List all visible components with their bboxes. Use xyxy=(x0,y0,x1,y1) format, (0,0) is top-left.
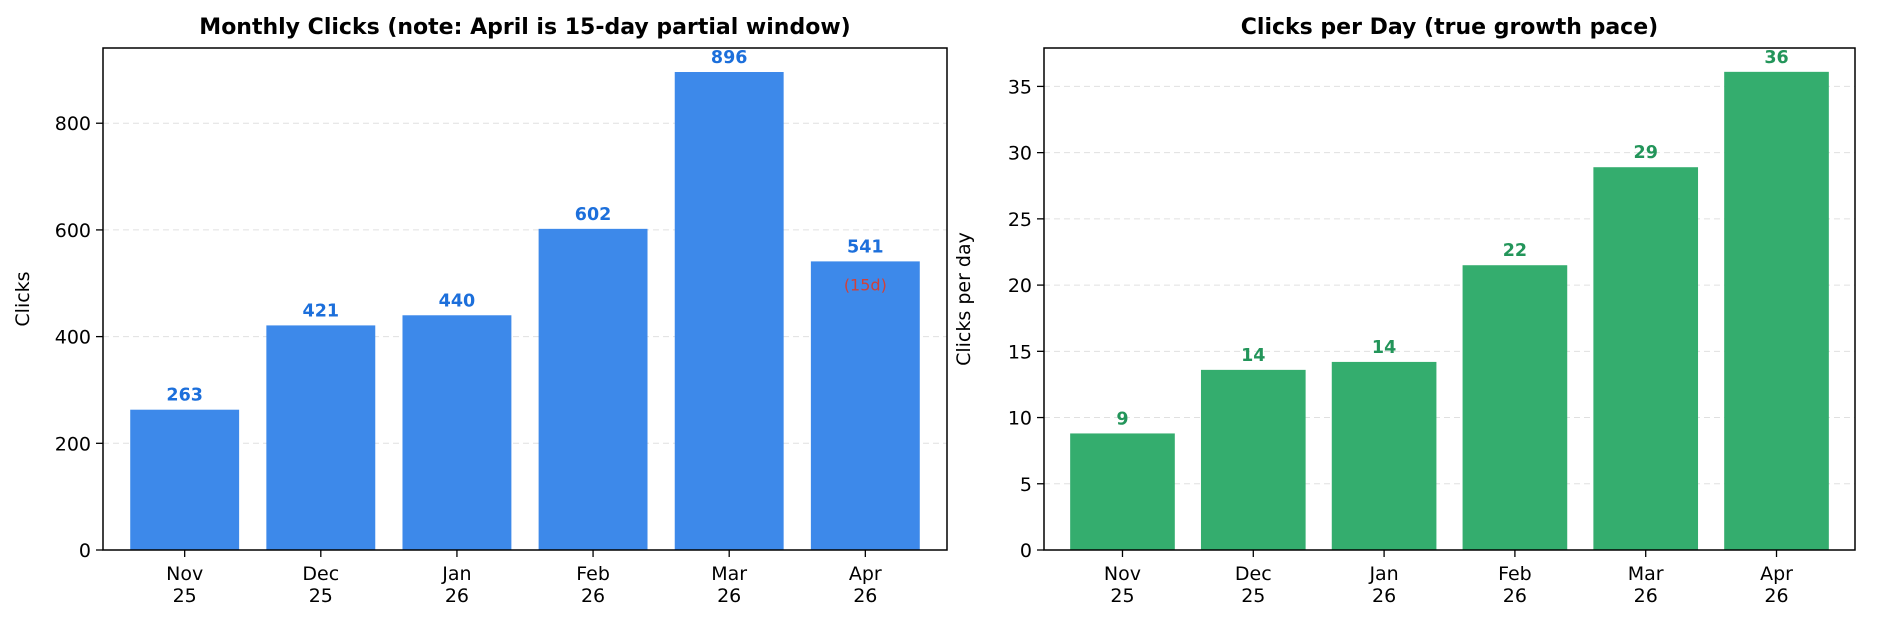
y-tick-label: 25 xyxy=(1008,209,1032,231)
chart-title: Monthly Clicks (note: April is 15-day pa… xyxy=(199,15,850,40)
bar-value-label: 36 xyxy=(1764,48,1788,68)
y-tick-label: 400 xyxy=(55,327,91,349)
x-tick-label: Mar 26 xyxy=(711,563,747,607)
bar-value-label: 9 xyxy=(1116,409,1128,429)
y-axis-label: Clicks xyxy=(12,271,34,326)
x-tick-label: Apr 26 xyxy=(1760,563,1793,607)
bar-value-label: 263 xyxy=(166,386,203,406)
bar-value-label: 14 xyxy=(1241,346,1265,366)
x-tick-label: Feb 26 xyxy=(576,563,610,607)
x-tick-label: Mar 26 xyxy=(1628,563,1664,607)
bar xyxy=(266,325,376,550)
bar-annotation: (15d) xyxy=(844,275,887,294)
data-labels: 263 421 440 602 896 541 (15d) xyxy=(166,48,886,406)
bar-value-label: 29 xyxy=(1634,143,1658,163)
bar-value-label: 440 xyxy=(439,291,476,311)
y-tick-label: 35 xyxy=(1008,76,1032,98)
bars xyxy=(1070,71,1829,551)
bar xyxy=(1593,167,1699,551)
y-axis-label: Clicks per day xyxy=(953,232,975,366)
y-tick-label: 10 xyxy=(1008,408,1032,430)
bar xyxy=(1724,71,1829,551)
x-tick-label: Nov 25 xyxy=(166,563,203,607)
bar-value-label: 602 xyxy=(575,205,612,225)
y-tick-label: 20 xyxy=(1008,275,1032,297)
chart-title: Clicks per Day (true growth pace) xyxy=(1241,15,1658,40)
bar xyxy=(674,72,784,550)
y-tick-label: 0 xyxy=(79,540,91,562)
bar xyxy=(402,315,512,550)
bar xyxy=(130,409,240,550)
x-tick-label: Feb 26 xyxy=(1498,563,1532,607)
y-tick-label: 800 xyxy=(55,113,91,135)
y-tick-label: 15 xyxy=(1008,341,1032,363)
y-tick-label: 600 xyxy=(55,220,91,242)
bar xyxy=(1070,433,1175,550)
y-tick-label: 200 xyxy=(55,433,91,455)
monthly-clicks-chart: Monthly Clicks (note: April is 15-day pa… xyxy=(12,15,948,607)
axis-ticks: 0 5 10 15 20 25 30 35 Nov 25 Dec 25 Jan 26 Feb 26 Mar 26 A… xyxy=(1008,76,1793,607)
bar xyxy=(1200,369,1306,550)
bar xyxy=(538,228,648,551)
gridlines xyxy=(103,122,947,444)
x-tick-label: Apr 26 xyxy=(849,563,882,607)
bar-value-label: 22 xyxy=(1503,241,1527,261)
x-tick-label: Nov 25 xyxy=(1104,563,1141,607)
x-tick-label: Jan 26 xyxy=(441,563,471,607)
bar-value-label: 14 xyxy=(1372,338,1396,358)
bar-value-label: 896 xyxy=(711,48,748,68)
bar-value-label: 421 xyxy=(303,301,340,321)
axis-ticks: 0 200 400 600 800 Nov 25 Dec 25 Jan 26 Feb 26 Mar 26 Ap… xyxy=(55,113,882,607)
plot-frame xyxy=(1043,47,1856,551)
x-tick-label: Jan 26 xyxy=(1368,563,1398,607)
y-tick-label: 0 xyxy=(1020,540,1032,562)
clicks-per-day-chart: Clicks per Day (true growth pace) Clicks… xyxy=(953,15,1856,607)
gridlines xyxy=(1044,85,1855,485)
x-tick-label: Dec 25 xyxy=(302,563,339,607)
bar xyxy=(810,261,920,550)
bar xyxy=(1331,361,1437,550)
bar xyxy=(1462,265,1568,550)
y-tick-label: 30 xyxy=(1008,143,1032,165)
x-tick-label: Dec 25 xyxy=(1235,563,1272,607)
bars xyxy=(130,72,920,551)
y-tick-label: 5 xyxy=(1020,474,1032,496)
plot-frame xyxy=(102,47,948,551)
bar-value-label: 541 xyxy=(847,237,884,257)
data-labels: 9 14 14 22 29 36 xyxy=(1116,48,1788,430)
